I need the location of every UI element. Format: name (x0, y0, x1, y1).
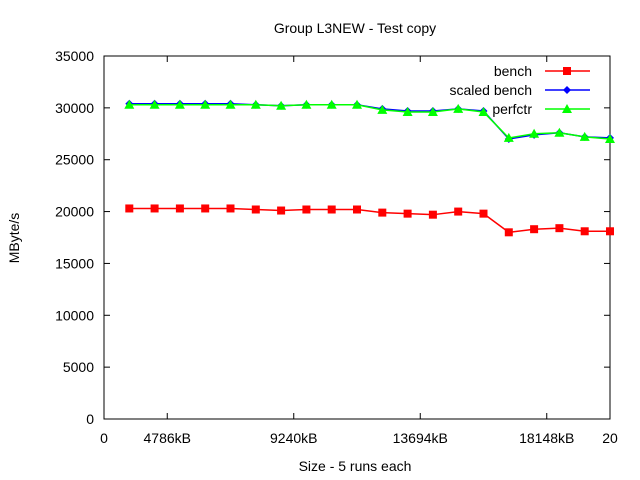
legend-marker (563, 67, 571, 75)
series-perfctr (124, 99, 615, 143)
y-tick-label: 20000 (55, 204, 94, 220)
y-tick-label: 30000 (55, 100, 94, 116)
data-point (454, 207, 463, 216)
data-point (125, 204, 134, 213)
data-point (530, 225, 539, 234)
series-line (129, 103, 611, 140)
y-tick-label: 35000 (55, 48, 94, 64)
data-point (301, 99, 312, 109)
data-point (302, 205, 311, 214)
data-point (428, 210, 437, 219)
legend: bench scaled bench perfctr (449, 63, 590, 117)
y-tick-label: 25000 (55, 152, 94, 168)
chart-title: Group L3NEW - Test copy (274, 20, 436, 36)
legend-marker (563, 86, 571, 94)
data-point (201, 204, 210, 213)
data-point (251, 205, 260, 214)
data-point (150, 204, 159, 213)
data-point (504, 228, 513, 237)
data-point (277, 206, 286, 215)
y-tick-label: 15000 (55, 255, 94, 271)
data-point (606, 227, 614, 236)
x-tick-label: 18148kB (519, 430, 574, 446)
data-point (200, 99, 211, 109)
data-point (352, 99, 362, 109)
data-point (149, 99, 160, 109)
data-point (175, 204, 184, 213)
data-point (554, 127, 565, 137)
plot-area-border (103, 55, 611, 420)
data-point (427, 107, 438, 117)
x-axis-label: Size - 5 runs each (299, 458, 412, 474)
data-point (402, 107, 413, 117)
legend-label: perfctr (492, 101, 532, 117)
x-tick-label: 20 (602, 430, 618, 446)
y-axis-label: MByte/s (6, 213, 22, 264)
data-point (478, 107, 489, 117)
x-tick-label: 0 (100, 430, 108, 446)
x-tick-label: 9240kB (270, 430, 317, 446)
data-point (250, 99, 261, 109)
data-point (353, 205, 361, 214)
data-point (378, 208, 387, 217)
legend-label: bench (494, 63, 532, 79)
data-point (276, 100, 287, 110)
data-point (503, 132, 514, 142)
x-tick-label: 13694kB (393, 430, 448, 446)
data-point (174, 99, 185, 109)
data-point (124, 99, 135, 109)
legend-label: scaled bench (449, 82, 532, 98)
data-point (605, 133, 615, 143)
x-tick-label: 4786kB (144, 430, 191, 446)
series-line (129, 207, 610, 234)
data-point (479, 209, 488, 218)
series-layer (124, 99, 615, 237)
legend-marker (562, 104, 572, 113)
data-point (403, 209, 412, 218)
data-point (453, 103, 464, 113)
data-point (377, 104, 388, 114)
data-point (326, 99, 337, 109)
data-point (327, 205, 336, 214)
y-tick-label: 0 (86, 411, 94, 427)
data-point (225, 99, 236, 109)
data-point (226, 204, 235, 213)
data-point (579, 131, 590, 141)
data-point (555, 224, 564, 233)
y-tick-label: 5000 (63, 359, 94, 375)
data-point (580, 227, 589, 236)
y-tick-label: 10000 (55, 307, 94, 323)
data-point (529, 128, 540, 138)
axes: 0 5000 10000 15000 20000 25000 30000 35000 0 4786… (55, 48, 618, 446)
series-scaled-bench (125, 99, 614, 143)
series-bench (125, 204, 614, 237)
